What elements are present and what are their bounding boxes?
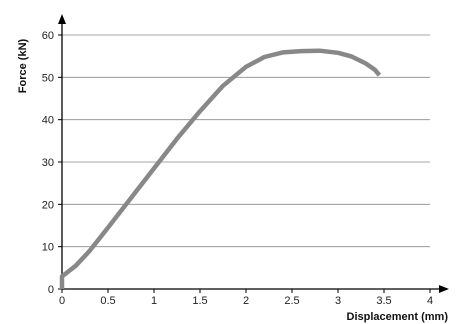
y-tick-label: 50 [42,72,54,84]
x-tick-label: 4 [427,295,433,307]
axes [58,14,449,293]
x-tick-label: 0 [59,295,65,307]
x-tick-label: 2 [243,295,249,307]
x-axis-title: Displacement (mm) [347,311,449,323]
x-tick-label: 0.5 [100,295,115,307]
x-tick-labels: 0 0.5 1 1.5 2 2.5 3 3.5 4 [59,295,433,307]
y-tick-labels: 0 10 20 30 40 50 60 [42,30,54,296]
y-tick-label: 30 [42,157,54,169]
y-tick-label: 40 [42,115,54,127]
x-tick-label: 3.5 [376,295,391,307]
y-axis-title: Force (kN) [17,38,29,93]
y-tick-label: 0 [48,284,54,296]
series-line [59,48,382,289]
y-tick-label: 60 [42,30,54,42]
x-tick-label: 1.5 [192,295,207,307]
x-tick-label: 2.5 [284,295,299,307]
y-axis-arrow [58,14,66,24]
x-tick-label: 3 [335,295,341,307]
series-group [59,48,382,289]
x-axis-arrow [439,285,449,293]
y-tick-label: 20 [42,199,54,211]
x-tick-label: 1 [151,295,157,307]
y-tick-label: 10 [42,242,54,254]
